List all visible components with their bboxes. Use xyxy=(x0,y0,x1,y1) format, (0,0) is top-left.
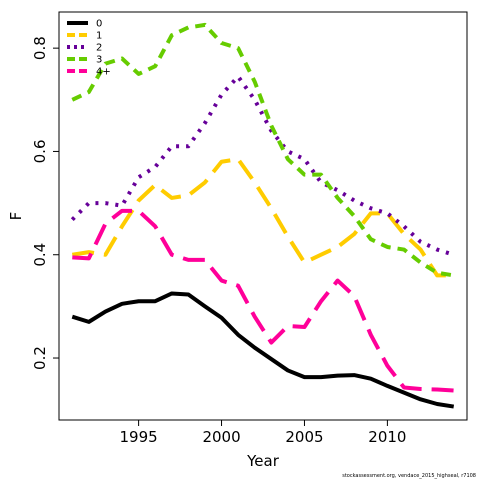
x-tick-label: 2005 xyxy=(285,428,323,446)
y-tick-label: 0.2 xyxy=(31,346,49,370)
legend-label-2: 2 xyxy=(96,43,102,54)
series-line-1 xyxy=(71,157,454,278)
legend-label-0: 0 xyxy=(96,19,102,30)
series-line-2 xyxy=(70,74,455,257)
x-axis: 1995 2000 2005 2010 xyxy=(120,419,406,446)
y-tick-label: 0.6 xyxy=(31,140,49,164)
legend-label-4: 4+ xyxy=(96,67,111,78)
legend-label-3: 3 xyxy=(96,55,102,66)
y-tick-label: 0.4 xyxy=(31,243,49,267)
x-tick-label: 2010 xyxy=(368,428,406,446)
x-tick-label: 1995 xyxy=(120,428,158,446)
series-line-3 xyxy=(71,22,455,278)
x-tick-label: 2000 xyxy=(202,428,240,446)
x-axis-title: Year xyxy=(246,452,280,470)
legend-label-1: 1 xyxy=(96,31,102,42)
y-axis-title: F xyxy=(7,212,25,221)
series-line-0 xyxy=(71,291,455,409)
y-axis: 0.2 0.4 0.6 0.8 xyxy=(31,36,60,370)
caption: stockassessment.org, vendace_2015_highse… xyxy=(342,473,476,479)
series-line-4 xyxy=(72,208,454,393)
series-layer xyxy=(70,22,455,409)
y-tick-label: 0.8 xyxy=(31,36,49,60)
